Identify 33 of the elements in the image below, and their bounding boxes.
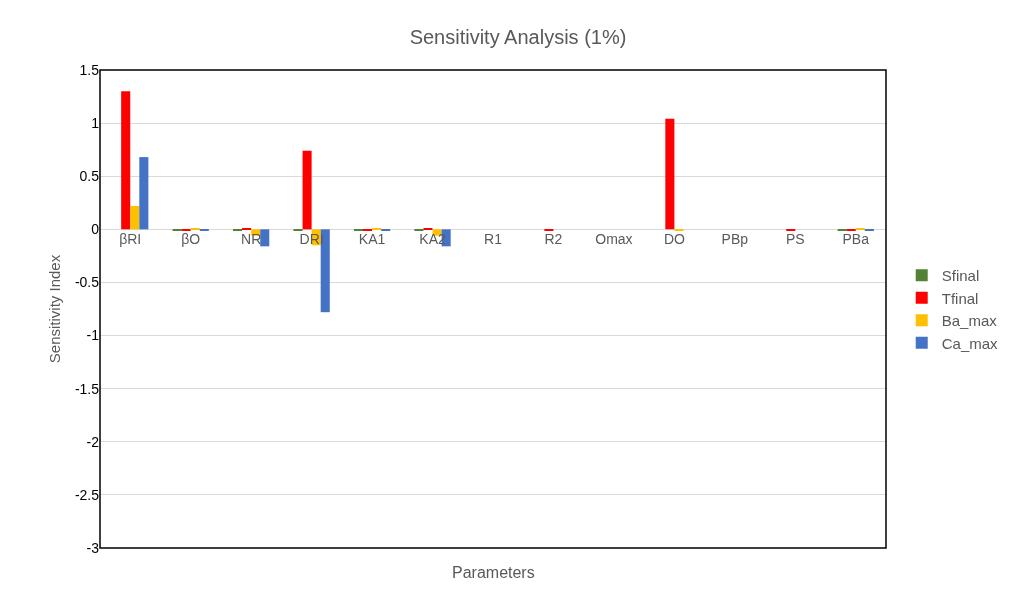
bar — [665, 118, 675, 230]
bar — [302, 150, 312, 230]
bar — [130, 205, 140, 230]
chart-title: Sensitivity Analysis (1%) — [409, 25, 627, 48]
y-tick-label: -2.5 — [74, 486, 100, 503]
y-tick-label: 1 — [91, 115, 100, 132]
legend-label: Ba_max — [941, 312, 998, 330]
legend-label: Tfinal — [941, 289, 979, 307]
x-tick-label: PBa — [842, 231, 870, 248]
y-tick-label: -1.5 — [74, 380, 100, 397]
y-tick-label: -1 — [86, 327, 100, 344]
y-tick-label: -3 — [86, 539, 100, 556]
bar — [121, 91, 131, 230]
y-tick-label: 1.5 — [79, 61, 100, 78]
x-tick-label: Omax — [595, 231, 633, 248]
x-tick-label: DO — [663, 231, 685, 248]
bar — [260, 229, 270, 247]
bar — [139, 157, 149, 230]
legend-label: Ca_max — [941, 334, 999, 352]
y-tick-label: 0.5 — [79, 168, 100, 185]
x-axis-title: Parameters — [452, 564, 535, 581]
y-tick-label: -2 — [86, 433, 100, 450]
x-tick-label: βRI — [119, 231, 142, 248]
y-axis-title: Sensitivity Index — [46, 254, 63, 364]
y-tick-label: 0 — [91, 221, 100, 238]
x-tick-label: R1 — [484, 231, 503, 248]
x-tick-label: KA1 — [358, 231, 386, 248]
x-tick-label: PS — [785, 231, 805, 248]
x-tick-label: R2 — [544, 231, 563, 248]
legend-label: Sfinal — [941, 267, 980, 285]
y-tick-label: -0.5 — [74, 274, 100, 291]
x-tick-label: PBp — [721, 231, 749, 248]
x-tick-label: βO — [181, 231, 201, 248]
